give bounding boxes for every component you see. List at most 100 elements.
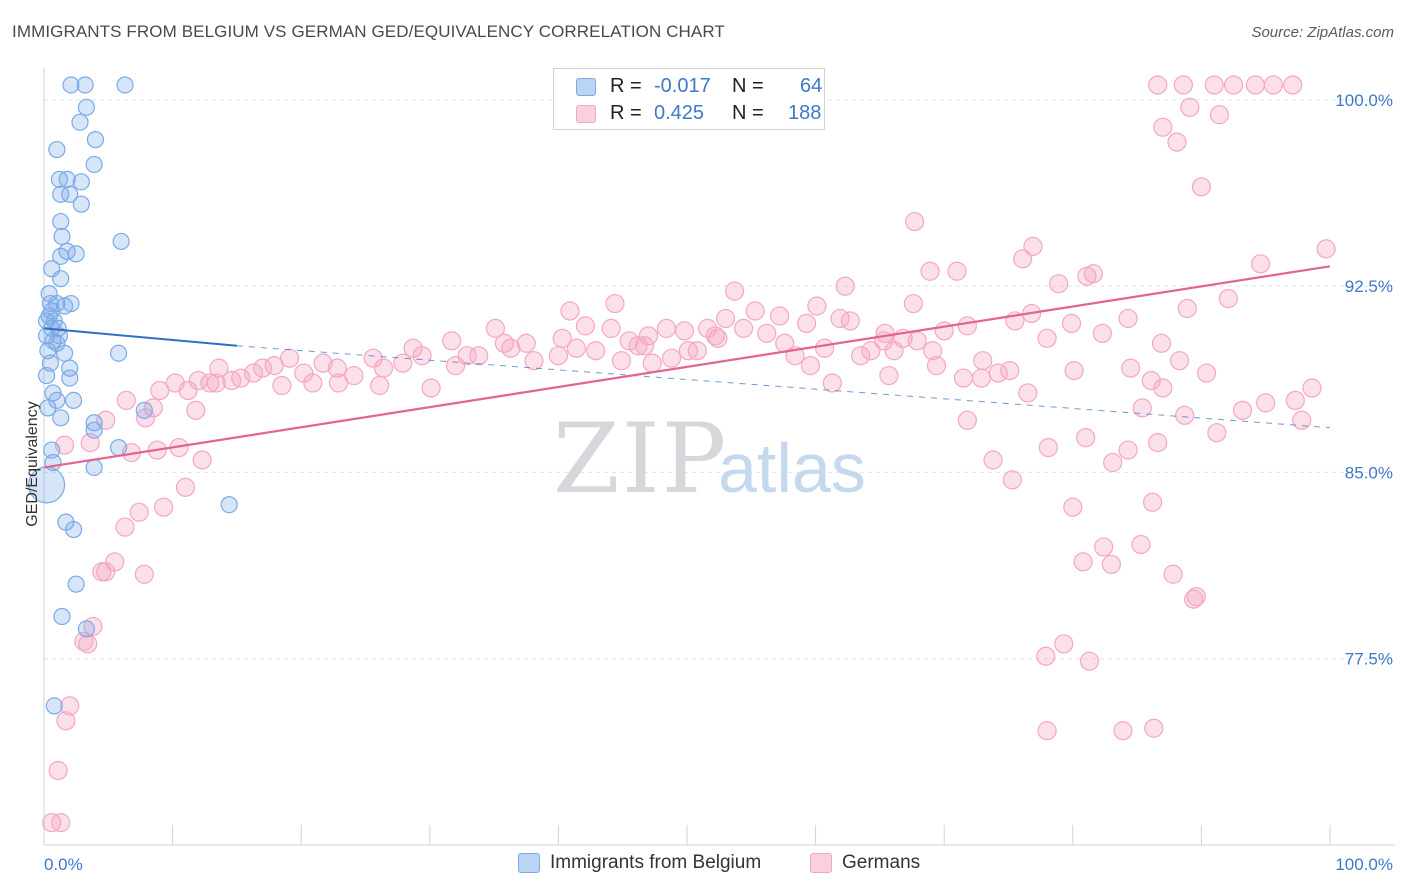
germans-point <box>953 368 974 388</box>
germans-point <box>1223 75 1244 95</box>
legend-n-label: N = <box>732 102 764 124</box>
trend-lines <box>43 265 1331 469</box>
y-tick-label: 100.0% <box>1335 91 1393 110</box>
germans-point <box>611 351 632 371</box>
germans-point <box>96 410 116 430</box>
belgium-point <box>50 327 69 345</box>
belgium-point <box>52 212 70 231</box>
germans-point <box>494 333 514 353</box>
germans-point <box>957 316 977 336</box>
belgium-point <box>67 575 85 593</box>
belgium-point <box>48 140 66 159</box>
belgium-point <box>53 227 71 246</box>
germans-point <box>973 351 993 371</box>
germans-point <box>605 293 625 314</box>
germans-point <box>586 341 606 361</box>
germans-point <box>879 365 899 386</box>
legend-n-value: 188 <box>788 102 822 124</box>
germans-point <box>628 336 648 356</box>
germans-point <box>661 348 682 368</box>
germans-point <box>1148 75 1168 95</box>
germans-point <box>1054 634 1074 654</box>
belgium-point <box>52 409 70 427</box>
chart-title: IMMIGRANTS FROM BELGIUM VS GERMAN GED/EQ… <box>12 22 725 41</box>
belgium-point <box>85 458 103 477</box>
germans-point <box>272 375 292 396</box>
belgium-point <box>55 344 74 362</box>
germans-point <box>1263 75 1284 95</box>
belgium-point <box>43 441 61 459</box>
germans-point <box>48 760 68 781</box>
germans-point <box>83 616 103 637</box>
germans-point <box>757 323 777 343</box>
germans-point <box>1142 492 1163 512</box>
germans-point <box>1167 132 1187 152</box>
chart-source: Source: ZipAtlas.com <box>1251 24 1394 41</box>
germans-point <box>1037 328 1057 348</box>
germans-point <box>634 336 655 356</box>
germans-point <box>1148 433 1168 453</box>
belgium-point <box>72 173 90 191</box>
belgium-point <box>39 399 57 417</box>
belgium-point <box>45 697 63 715</box>
germans-point <box>815 338 835 358</box>
tick-labels: 100.0% 92.5% 85.0% 77.5% 0.0% 100.0% <box>44 91 1393 874</box>
germans-point <box>1191 177 1212 197</box>
belgium-point <box>77 620 96 638</box>
belgium-point <box>61 369 79 387</box>
germans-point <box>552 328 572 348</box>
germans-point <box>313 353 333 373</box>
bottom-legend-label-germans: Germans <box>842 852 921 873</box>
germans-point <box>957 410 977 430</box>
germans-point <box>971 368 992 388</box>
y-tick-label: 77.5% <box>1345 650 1393 669</box>
germans-point <box>51 813 71 833</box>
germans-point <box>733 318 754 338</box>
germans-point <box>1013 249 1033 269</box>
germans-point <box>1094 537 1114 557</box>
y-tick-label: 92.5% <box>1345 277 1393 296</box>
germans-point <box>1283 75 1303 95</box>
germans-point <box>445 356 466 376</box>
germans-point <box>807 296 827 316</box>
germans-point <box>1077 266 1097 286</box>
germans-point <box>1036 646 1056 666</box>
germans-point <box>1169 351 1190 371</box>
germans-point <box>769 306 790 326</box>
germans-point <box>344 365 364 386</box>
germans-point <box>1061 313 1082 334</box>
bottom-legend-label-belgium: Immigrants from Belgium <box>550 852 762 873</box>
germans-point <box>566 338 587 358</box>
y-axis-label: GED/Equivalency <box>24 401 41 526</box>
belgium-point <box>52 270 70 288</box>
germans-point <box>1186 587 1206 607</box>
germans-point <box>1101 554 1121 574</box>
belgium-point <box>109 438 128 457</box>
germans-point <box>516 333 536 353</box>
bottom-legend-swatch-germans <box>810 853 832 873</box>
germans-point <box>393 353 413 373</box>
germans-point <box>186 400 206 420</box>
germans-point <box>1000 361 1020 381</box>
belgium-point <box>67 245 85 263</box>
germans-point <box>1180 97 1200 117</box>
germans-point <box>1196 363 1217 383</box>
legend-r-value: -0.017 <box>654 75 711 97</box>
germans-point <box>983 450 1003 470</box>
belgium-point <box>62 76 80 94</box>
germans-point <box>1121 358 1141 378</box>
belgium-point <box>43 302 61 320</box>
y-tick-label: 85.0% <box>1345 463 1393 482</box>
germans-point <box>1063 497 1083 517</box>
belgium-point <box>85 155 103 174</box>
watermark-atlas: atlas <box>718 429 866 507</box>
germans-point <box>1118 308 1138 329</box>
x-tick-label: 100.0% <box>1335 855 1393 874</box>
germans-point <box>1184 589 1204 609</box>
germans-point <box>150 380 170 401</box>
germans-point <box>105 552 125 572</box>
germans-point <box>1207 423 1227 443</box>
germans-point <box>134 564 154 584</box>
germans-point <box>638 326 659 346</box>
belgium-point <box>135 401 153 419</box>
